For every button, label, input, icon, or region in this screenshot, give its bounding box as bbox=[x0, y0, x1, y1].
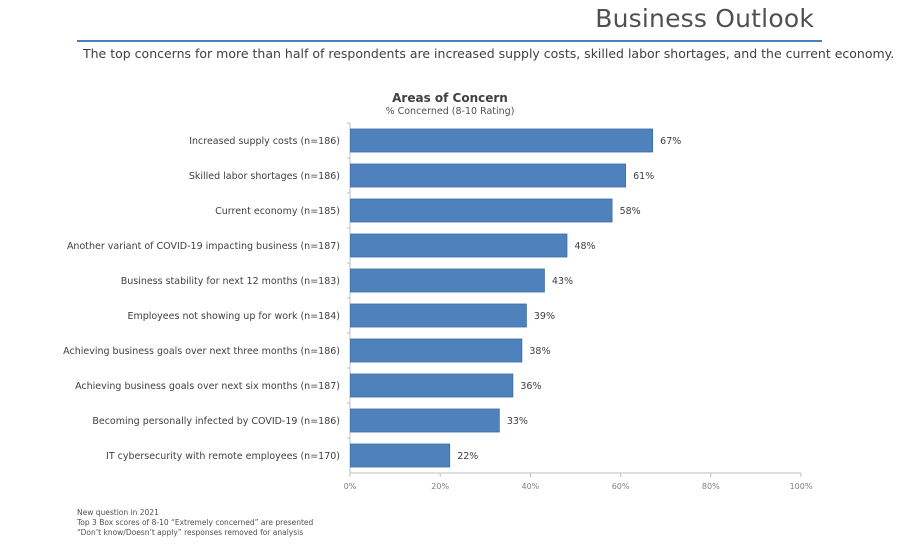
data-label: 22% bbox=[457, 451, 478, 462]
bar bbox=[350, 233, 568, 258]
data-label: 58% bbox=[620, 206, 641, 217]
value-tick-label: 60% bbox=[612, 482, 630, 491]
footnote: Top 3 Box scores of 8-10 “Extremely conc… bbox=[77, 518, 314, 527]
category-label: IT cybersecurity with remote employees (… bbox=[106, 451, 340, 462]
bar bbox=[350, 198, 613, 223]
category-label: Employees not showing up for work (n=184… bbox=[127, 311, 340, 322]
category-label: Increased supply costs (n=186) bbox=[189, 136, 340, 147]
category-label: Another variant of COVID-19 impacting bu… bbox=[67, 241, 340, 252]
page-title: Business Outlook bbox=[595, 4, 814, 33]
category-label: Business stability for next 12 months (n… bbox=[121, 276, 340, 287]
bar bbox=[350, 443, 451, 468]
data-label: 38% bbox=[529, 346, 550, 357]
footnotes: New question in 2021 Top 3 Box scores of… bbox=[77, 508, 313, 538]
bar bbox=[350, 338, 523, 363]
bar bbox=[350, 303, 527, 328]
footnote: New question in 2021 bbox=[77, 508, 159, 517]
bar bbox=[350, 373, 514, 398]
data-label: 33% bbox=[507, 416, 528, 427]
value-tick-label: 20% bbox=[431, 482, 449, 491]
data-label: 48% bbox=[574, 241, 595, 252]
bars: 67% 61% 58% 48% 43% 39% 38% 36% 33% 22% bbox=[350, 128, 681, 468]
value-axis: 0% 20% 40% 60% 80% 100% bbox=[344, 472, 813, 491]
data-label: 39% bbox=[534, 311, 555, 322]
data-label: 61% bbox=[633, 171, 654, 182]
category-label: Skilled labor shortages (n=186) bbox=[189, 171, 340, 182]
value-tick-label: 0% bbox=[344, 482, 357, 491]
category-axis: Increased supply costs (n=186) Skilled la… bbox=[63, 122, 351, 473]
category-label: Current economy (n=185) bbox=[215, 206, 340, 217]
category-label: Achieving business goals over next six m… bbox=[75, 381, 340, 392]
bar bbox=[350, 163, 627, 188]
category-label: Achieving business goals over next three… bbox=[63, 346, 340, 357]
value-tick-label: 100% bbox=[790, 482, 813, 491]
value-tick-label: 40% bbox=[522, 482, 540, 491]
title-divider bbox=[77, 40, 822, 42]
data-label: 67% bbox=[660, 136, 681, 147]
data-label: 36% bbox=[520, 381, 541, 392]
value-tick-label: 80% bbox=[702, 482, 720, 491]
chart-title: Areas of Concern bbox=[392, 91, 508, 105]
footnote: “Don’t know/Doesn’t apply” responses rem… bbox=[77, 528, 304, 537]
category-label: Becoming personally infected by COVID-19… bbox=[92, 416, 340, 427]
data-label: 43% bbox=[552, 276, 573, 287]
bar bbox=[350, 408, 500, 433]
bar bbox=[350, 128, 654, 153]
page-subtitle: The top concerns for more than half of r… bbox=[83, 46, 895, 61]
bar bbox=[350, 268, 545, 293]
chart-subtitle: % Concerned (8-10 Rating) bbox=[385, 106, 515, 117]
